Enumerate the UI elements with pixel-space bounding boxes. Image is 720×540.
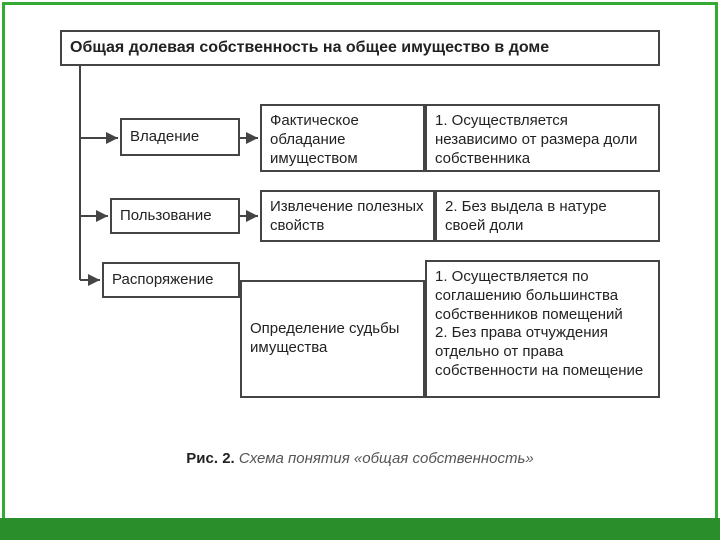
row-definition-0: Фактическое обладание имуществом: [260, 104, 425, 172]
row-category-0: Владение: [120, 118, 240, 156]
page-bottom-bar: [0, 518, 720, 540]
row-definition-1: Извлечение полезных свойств: [260, 190, 435, 242]
diagram-header: Общая долевая собственность на общее иму…: [60, 30, 660, 66]
caption-text: Схема понятия «общая собственность»: [239, 450, 534, 467]
row-definition-2: Определение судьбы имущества: [240, 280, 425, 398]
row-details-2: 1. Осуществляется по соглашению большинс…: [425, 260, 660, 398]
row-category-1: Пользование: [110, 198, 240, 234]
figure-caption: Рис. 2. Схема понятия «общая собственнос…: [40, 450, 680, 467]
caption-prefix: Рис. 2.: [186, 450, 234, 467]
row-details-0: 1. Осуществляется независимо от размера …: [425, 104, 660, 172]
row-category-2: Распоряжение: [102, 262, 240, 298]
row-details-1: 2. Без выдела в натуре своей доли: [435, 190, 660, 242]
